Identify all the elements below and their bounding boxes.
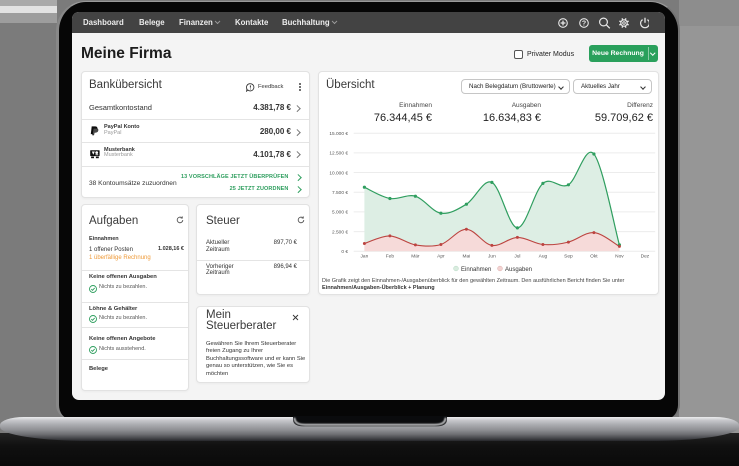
svg-text:7.500 €: 7.500 €: [332, 190, 348, 196]
svg-text:15.000 €: 15.000 €: [329, 131, 348, 137]
svg-text:Jan: Jan: [361, 254, 369, 260]
svg-text:Nov: Nov: [615, 254, 624, 260]
svg-text:5.000 €: 5.000 €: [332, 210, 348, 216]
svg-text:Aug: Aug: [539, 254, 548, 260]
svg-text:Okt: Okt: [590, 254, 598, 260]
svg-text:Dez: Dez: [641, 254, 650, 260]
svg-text:12.500 €: 12.500 €: [329, 151, 348, 157]
svg-text:Jul: Jul: [514, 254, 520, 260]
svg-text:10.000 €: 10.000 €: [329, 170, 348, 176]
svg-text:0 €: 0 €: [341, 249, 348, 255]
svg-text:Apr: Apr: [437, 254, 445, 260]
svg-text:?: ?: [582, 20, 586, 27]
svg-text:Einnahmen: Einnahmen: [461, 267, 491, 273]
svg-text:Sep: Sep: [564, 254, 573, 260]
svg-text:Mai: Mai: [463, 254, 471, 260]
svg-text:Jun: Jun: [488, 254, 496, 260]
svg-text:2.500 €: 2.500 €: [332, 229, 348, 235]
svg-text:Ausgaben: Ausgaben: [505, 267, 532, 273]
svg-text:Mär: Mär: [411, 254, 420, 260]
svg-text:Feb: Feb: [386, 254, 395, 260]
